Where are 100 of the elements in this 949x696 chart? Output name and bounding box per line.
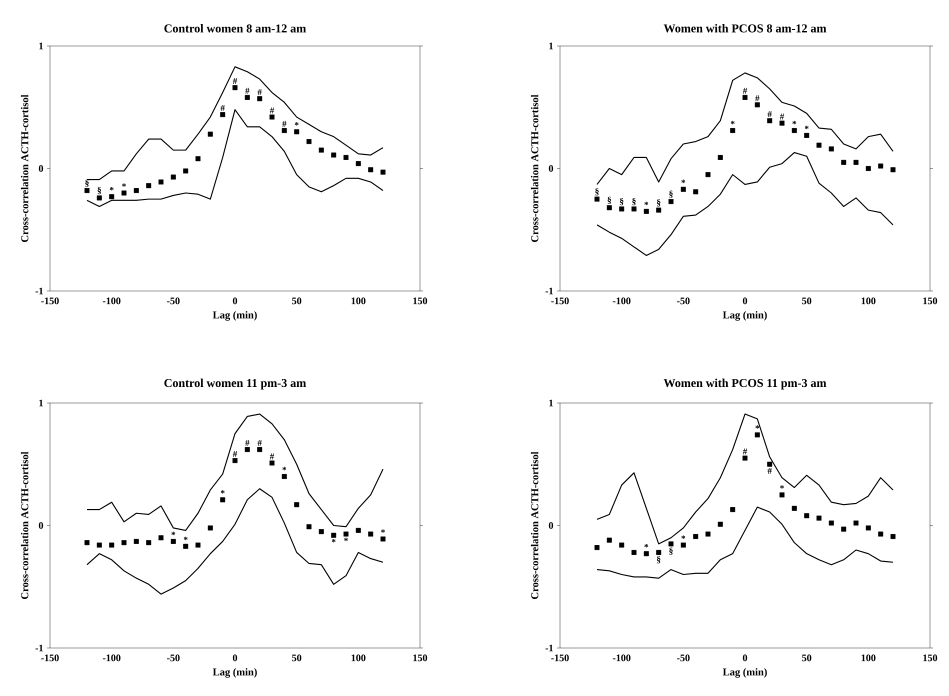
y-tick-label: 1 (549, 42, 553, 50)
annotation: * (110, 187, 114, 190)
point (109, 194, 114, 200)
point (730, 128, 736, 134)
point (632, 550, 637, 555)
point (866, 525, 871, 530)
annotation: * (681, 535, 686, 539)
point (96, 195, 102, 200)
point (754, 432, 760, 438)
point (220, 112, 226, 118)
point (244, 94, 250, 100)
annotation: # (270, 107, 274, 114)
point (232, 85, 238, 90)
x-tick-label: -150 (41, 298, 59, 304)
point (680, 186, 686, 192)
annotation: * (294, 122, 299, 126)
point (356, 161, 361, 166)
annotation: * (644, 202, 648, 206)
point (368, 532, 374, 537)
point (680, 542, 686, 548)
annotation: * (804, 126, 809, 130)
point (594, 196, 600, 202)
annotation: # (245, 88, 250, 94)
point (767, 118, 772, 124)
x-tick-label: -50 (167, 298, 180, 304)
point (306, 139, 312, 144)
annotation: # (258, 89, 262, 95)
point (294, 129, 300, 134)
point (122, 540, 126, 546)
point (344, 532, 348, 537)
point (134, 188, 139, 194)
annotation: § (669, 548, 673, 555)
point (693, 189, 698, 194)
point (196, 156, 200, 162)
point (208, 132, 213, 137)
x-tick-label: 150 (413, 298, 428, 304)
annotation: § (632, 198, 636, 206)
x-tick-label: 0 (742, 654, 748, 662)
x-tick-label: -50 (167, 654, 180, 662)
x-tick-label: 0 (232, 654, 238, 662)
annotation: # (258, 440, 262, 446)
point (668, 541, 674, 546)
point (158, 179, 164, 184)
point (146, 540, 152, 546)
annotation: # (232, 450, 238, 457)
point (356, 528, 361, 533)
point (792, 128, 797, 134)
chart-title: Women with PCOS 8 am-12 am (664, 24, 826, 33)
point (767, 462, 772, 467)
chart-title: Control women 11 pm-3 am (164, 378, 306, 390)
x-tick-label: 150 (923, 298, 938, 304)
point (318, 529, 324, 534)
point (841, 526, 846, 532)
point (742, 94, 748, 100)
x-tick-label: -50 (677, 298, 690, 304)
point (196, 542, 200, 548)
annotation: * (332, 539, 336, 542)
point (854, 520, 859, 526)
annotation: # (282, 120, 286, 127)
point (730, 507, 736, 512)
point (619, 542, 624, 548)
x-tick-label: 50 (292, 654, 302, 662)
annotation: * (792, 120, 796, 124)
annotation: # (742, 448, 748, 454)
point (754, 102, 760, 108)
x-tick-label: -100 (612, 298, 630, 304)
point (693, 534, 698, 540)
point (158, 535, 164, 540)
point (294, 502, 300, 508)
y-axis-title: Cross-correlation ACTH-cortisol (20, 94, 28, 242)
point (331, 152, 336, 158)
point (854, 160, 859, 165)
chart-title: Control women 8 am-12 am (164, 24, 306, 33)
point (122, 190, 126, 196)
line-series (596, 152, 894, 256)
x-tick-label: 100 (352, 298, 366, 304)
annotation: § (657, 199, 660, 206)
y-tick-label: 1 (39, 42, 43, 50)
point (84, 540, 90, 546)
point (183, 168, 188, 174)
x-tick-label: -100 (102, 654, 120, 662)
point (146, 183, 152, 188)
point (84, 188, 90, 194)
point (257, 96, 262, 102)
point (656, 208, 662, 213)
annotation: § (669, 190, 673, 198)
annotation: # (245, 440, 250, 446)
annotation: * (344, 538, 348, 542)
y-tick-label: 0 (38, 522, 44, 529)
point (282, 128, 287, 134)
point (134, 538, 139, 544)
y-tick-label: -1 (546, 288, 553, 294)
point (331, 532, 336, 538)
point (318, 148, 324, 153)
annotation: * (381, 529, 385, 533)
point (594, 545, 600, 550)
x-tick-label: -100 (612, 654, 630, 662)
annotation: * (282, 466, 286, 470)
point (244, 447, 250, 452)
point (706, 532, 711, 537)
